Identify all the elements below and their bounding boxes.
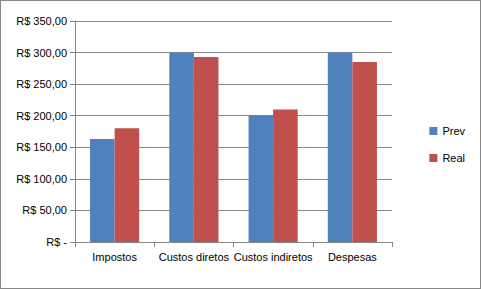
svg-text:R$ 200,00: R$ 200,00	[16, 110, 67, 122]
svg-text:Custos diretos: Custos diretos	[159, 251, 230, 263]
svg-text:R$ 100,00: R$ 100,00	[16, 173, 67, 185]
svg-text:Prev: Prev	[442, 125, 465, 137]
svg-text:Despesas: Despesas	[328, 251, 377, 263]
svg-text:Impostos: Impostos	[92, 251, 137, 263]
svg-text:R$ 350,00: R$ 350,00	[16, 15, 67, 27]
svg-text:Real: Real	[442, 152, 465, 164]
svg-text:Custos indiretos: Custos indiretos	[234, 251, 313, 263]
svg-text:R$ 50,00: R$ 50,00	[22, 204, 67, 216]
svg-text:R$ 300,00: R$ 300,00	[16, 47, 67, 59]
svg-text:R$ -: R$ -	[46, 236, 67, 248]
svg-text:R$ 250,00: R$ 250,00	[16, 78, 67, 90]
svg-text:R$ 150,00: R$ 150,00	[16, 141, 67, 153]
